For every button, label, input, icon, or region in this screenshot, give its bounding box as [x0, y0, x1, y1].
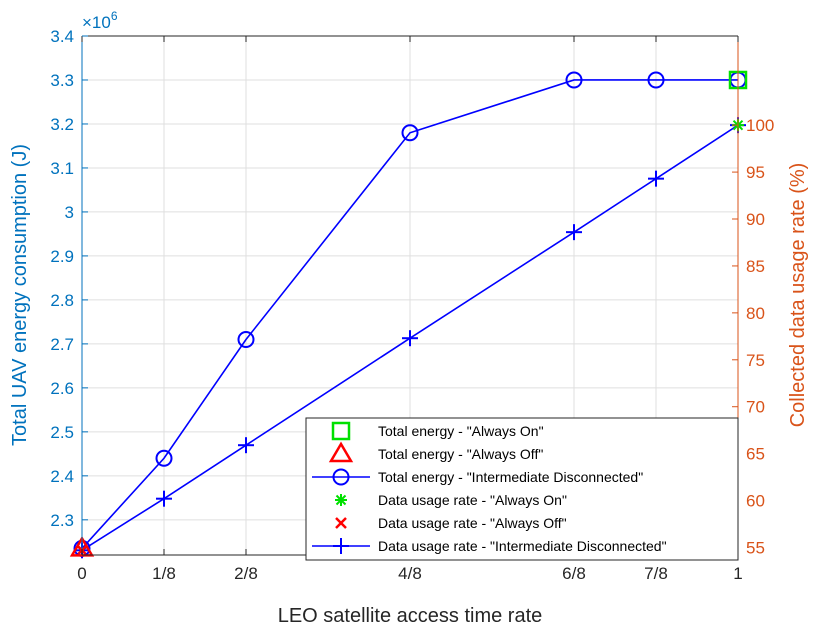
left-y-tick-label: 2.5 — [50, 423, 74, 442]
right-y-tick-label: 65 — [746, 445, 765, 464]
x-tick-label: 1/8 — [152, 564, 176, 583]
right-y-tick-label: 95 — [746, 163, 765, 182]
legend-box — [305, 417, 739, 561]
legend-label: Total energy - "Intermediate Disconnecte… — [378, 469, 643, 485]
left-axis-exponent: ×106 — [82, 9, 118, 32]
left-y-tick-label: 2.4 — [50, 467, 74, 486]
left-y-tick-label: 2.7 — [50, 335, 74, 354]
left-y-tick-label: 2.8 — [50, 291, 74, 310]
right-y-tick-label: 85 — [746, 257, 765, 276]
legend-item: Data usage rate - "Intermediate Disconne… — [312, 538, 667, 554]
data-point-series-2 — [565, 71, 583, 89]
legend-marker — [335, 494, 347, 506]
left-y-tick-label: 2.3 — [50, 511, 74, 530]
legend-marker — [332, 468, 350, 486]
series-line-2 — [81, 79, 738, 549]
left-y-tick-label: 2.6 — [50, 379, 74, 398]
right-y-tick-label: 80 — [746, 304, 765, 323]
data-point-series-2 — [401, 124, 419, 142]
right-y-tick-label: 55 — [746, 538, 765, 557]
data-point-series-5 — [156, 490, 172, 507]
legend-label: Total energy - "Always On" — [378, 423, 544, 439]
left-y-tick-label: 3.3 — [50, 71, 74, 90]
left-y-tick-label: 3.4 — [50, 27, 74, 46]
x-stroke-b — [335, 517, 347, 529]
right-y-tick-label: 100 — [746, 116, 774, 135]
ast-d2 — [335, 494, 347, 506]
legend-item: Data usage rate - "Always On" — [335, 492, 567, 508]
x-tick-label: 0 — [77, 564, 86, 583]
right-y-tick-label: 75 — [746, 351, 765, 370]
legend-label: Data usage rate - "Always On" — [378, 492, 567, 508]
data-point-series-5 — [566, 224, 582, 241]
legend-marker — [335, 517, 347, 529]
data-point-series-5 — [402, 330, 418, 347]
legend-item: Total energy - "Intermediate Disconnecte… — [312, 468, 643, 486]
x-tick-label: 1 — [733, 564, 742, 583]
left-y-tick-label: 3.1 — [50, 159, 74, 178]
left-y-tick-label: 3 — [65, 203, 74, 222]
legend-label: Data usage rate - "Always Off" — [378, 515, 567, 531]
data-point-series-2 — [237, 330, 255, 348]
x-axis-title: LEO satellite access time rate — [278, 605, 543, 627]
legend-label: Total energy - "Always Off" — [378, 446, 543, 462]
left-y-tick-label: 3.2 — [50, 115, 74, 134]
legend-marker — [331, 421, 351, 441]
x-tick-label: 2/8 — [234, 564, 258, 583]
left-y-tick-label: 2.9 — [50, 247, 74, 266]
x-tick-label: 6/8 — [562, 564, 586, 583]
right-y-tick-label: 60 — [746, 492, 765, 511]
legend: Total energy - "Always On" Total energy -… — [305, 417, 739, 561]
legend-marker — [333, 538, 349, 554]
left-axis-title: Total UAV energy consumption (J) — [9, 144, 31, 446]
right-axis-title: Collected data usage rate (%) — [787, 163, 809, 428]
x-tick-label: 7/8 — [644, 564, 668, 583]
legend-item: Total energy - "Always On" — [331, 421, 544, 441]
data-point-series-2 — [155, 449, 173, 467]
x-tick-label: 4/8 — [398, 564, 422, 583]
data-point-series-2 — [647, 71, 665, 89]
data-point-series-5 — [238, 437, 254, 454]
legend-item: Data usage rate - "Always Off" — [335, 515, 567, 531]
legend-label: Data usage rate - "Intermediate Disconne… — [378, 538, 667, 554]
legend-marker — [328, 441, 354, 463]
data-point-series-5 — [648, 170, 664, 187]
right-y-tick-label: 90 — [746, 210, 765, 229]
legend-item: Total energy - "Always Off" — [328, 441, 543, 463]
right-y-tick-label: 70 — [746, 398, 765, 417]
